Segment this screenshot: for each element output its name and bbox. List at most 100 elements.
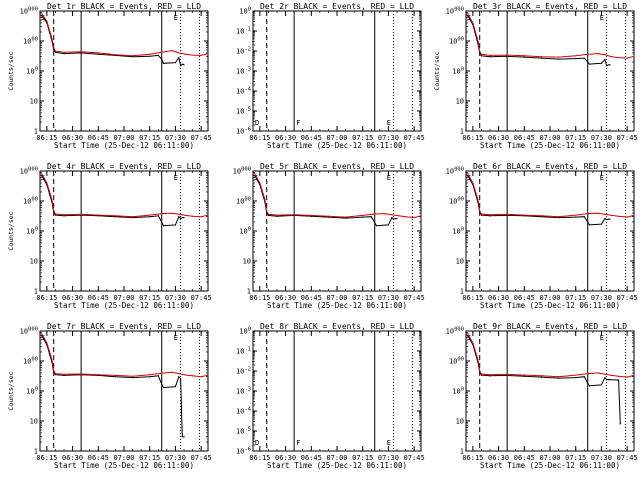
data-point [131,56,134,58]
data-point [179,377,182,380]
data-point [171,212,173,214]
x-tick-label: 07:30 [591,454,612,462]
data-point [506,54,508,56]
x-tick-label: 06:15 [462,294,483,302]
data-point [540,56,543,58]
data-point [174,62,177,64]
data-point [178,216,180,218]
data-point [413,216,415,219]
data-point [375,225,378,227]
y-tick-label: 10 [456,258,464,266]
data-point [327,215,330,217]
data-point [587,382,589,384]
y-tick-label: 1 [34,288,38,296]
y-tick-label: 100 [452,227,464,236]
data-point [264,199,266,201]
data-point [207,53,209,55]
data-point [266,210,268,212]
x-tick-label: 07:30 [378,134,399,142]
data-point [97,374,99,376]
data-point [587,221,589,223]
x-tick-label: 06:15 [36,454,57,462]
x-tick-label: 07:30 [165,134,186,142]
data-point [171,49,173,52]
data-point [480,213,483,215]
x-tick-label: 07:30 [165,454,186,462]
x-tick-label: 06:45 [301,294,322,302]
data-point [523,374,525,376]
data-point [540,375,543,377]
x-tick-label: 06:15 [462,134,483,142]
x-tick-label: 07:15 [565,454,586,462]
x-tick-label: 06:30 [275,134,296,142]
data-point [131,376,134,379]
y-tick-label: 10-2 [236,367,251,376]
marker-letter: F [296,439,300,447]
data-point [179,65,182,67]
marker-letter: D [255,119,259,127]
data-point [557,377,560,379]
x-tick-label: 07:15 [352,294,373,302]
panel-det-1: Det 1r BLACK = Events, RED = LLD 1 10 100 10… [7,2,212,150]
panel-title: Det 3r BLACK = Events, RED = LLD [473,2,627,11]
events-series-line [41,335,184,438]
y-tick-label: 1 [34,448,38,456]
data-point [327,216,330,218]
data-point [131,216,134,219]
data-point [609,218,611,220]
x-tick-label: 06:45 [514,454,535,462]
y-tick-label: 10 [456,98,464,106]
y-tick-label: 10-6 [236,447,251,456]
x-axis-label: Start Time (25-Dec-12 06:11:00) [480,301,620,310]
data-point [161,372,163,374]
data-point [540,215,543,217]
data-point [254,173,256,175]
y-tick-label: 1000 [449,357,464,366]
x-tick-label: 06:30 [488,134,509,142]
data-point [467,13,469,15]
x-tick-label: 06:45 [301,454,322,462]
lld-series-line [467,173,635,218]
y-tick-label: 100 [452,387,464,396]
data-point [607,218,609,220]
data-point [575,214,577,216]
panel-title: Det 2r BLACK = Events, RED = LLD [260,2,414,11]
data-point [617,215,620,217]
data-point [293,214,295,216]
marker-letter: F [296,119,300,127]
events-series-line [467,175,610,226]
data-point [489,54,491,57]
x-axis-label: Start Time (25-Dec-12 06:11:00) [267,141,407,150]
y-tick-label: 10000 [20,167,38,176]
lld-series-line [467,333,635,378]
data-point [489,56,491,58]
plot-frame [252,10,422,132]
y-tick-label: 10 [30,258,38,266]
data-point [54,374,57,376]
end-letter: E [600,14,604,22]
data-point [162,62,165,64]
lld-series-line [41,333,209,378]
panel-det-4: Det 4r BLACK = Events, RED = LLD 1 10 100 10… [7,162,212,310]
x-tick-label: 07:00 [326,294,347,302]
data-point [53,47,55,49]
events-series-line [467,335,621,424]
x-tick-label: 07:45 [404,134,425,142]
data-point [597,53,599,55]
data-point [604,373,606,375]
data-point [344,216,347,218]
lld-series-line [254,173,422,219]
data-point [374,213,376,215]
data-point [605,218,608,221]
x-tick-label: 06:15 [36,294,57,302]
data-point [41,173,43,175]
data-point [633,214,635,217]
plot-frame [465,10,635,132]
x-tick-label: 06:45 [301,134,322,142]
x-tick-label: 07:00 [539,294,560,302]
y-tick-label: 10000 [446,327,464,336]
plot-frame [39,170,209,292]
data-point [575,376,577,379]
x-tick-label: 06:30 [488,454,509,462]
x-axis-label: Start Time (25-Dec-12 06:11:00) [54,461,194,470]
